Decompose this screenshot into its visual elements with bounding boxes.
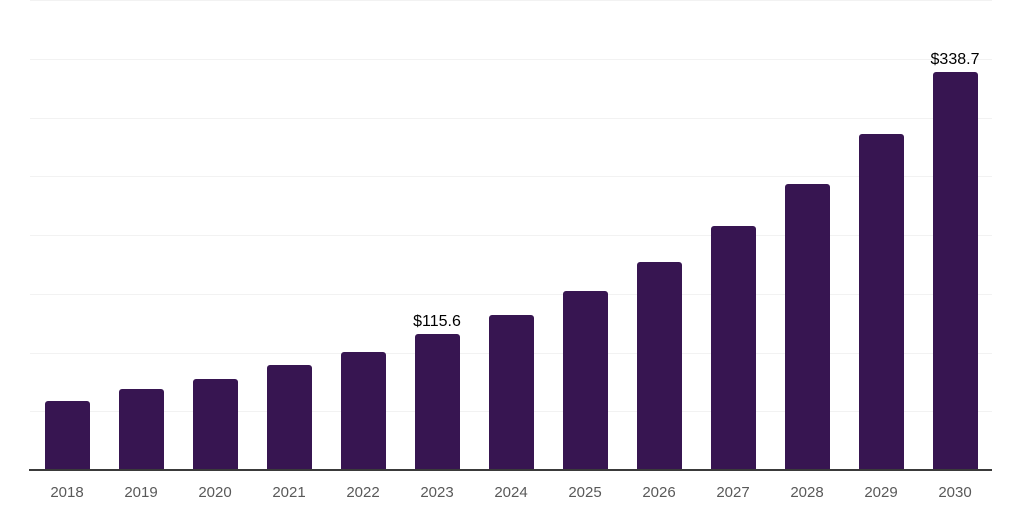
bar-2030	[932, 72, 978, 470]
bar-2026	[636, 261, 682, 470]
gridline	[30, 117, 992, 119]
x-tick-label-2018: 2018	[50, 484, 84, 501]
gridline	[30, 235, 992, 236]
bar-2025	[562, 290, 608, 470]
x-tick-label-2024: 2024	[494, 484, 528, 501]
x-tick-label-2023: 2023	[420, 484, 454, 501]
gridline	[30, 58, 992, 60]
bar-2029	[858, 133, 904, 470]
x-tick-label-2025: 2025	[568, 484, 602, 501]
x-axis-line	[29, 469, 992, 471]
x-tick-label-2026: 2026	[642, 484, 676, 501]
gridline	[30, 0, 992, 1]
x-tick-label-2019: 2019	[124, 484, 158, 501]
bar-2021	[266, 364, 312, 470]
x-tick-label-2028: 2028	[790, 484, 824, 501]
x-tick-label-2022: 2022	[346, 484, 380, 501]
bar-2023	[414, 334, 460, 470]
gridline	[30, 293, 992, 295]
x-tick-label-2027: 2027	[716, 484, 750, 501]
bar-2022	[340, 351, 386, 470]
bar-2027	[710, 226, 756, 470]
x-tick-label-2030: 2030	[938, 484, 972, 501]
bar-2028	[784, 184, 830, 470]
gridline	[30, 176, 992, 178]
bar-2020	[192, 379, 238, 470]
bar-2018	[44, 401, 90, 470]
bar-value-label-2023: $115.6	[413, 313, 461, 331]
x-tick-label-2029: 2029	[864, 484, 898, 501]
bar-2019	[118, 389, 164, 470]
x-tick-label-2021: 2021	[272, 484, 306, 501]
bar-value-label-2030: $338.7	[930, 51, 980, 69]
bar-2024	[488, 315, 534, 470]
x-tick-label-2020: 2020	[198, 484, 232, 501]
